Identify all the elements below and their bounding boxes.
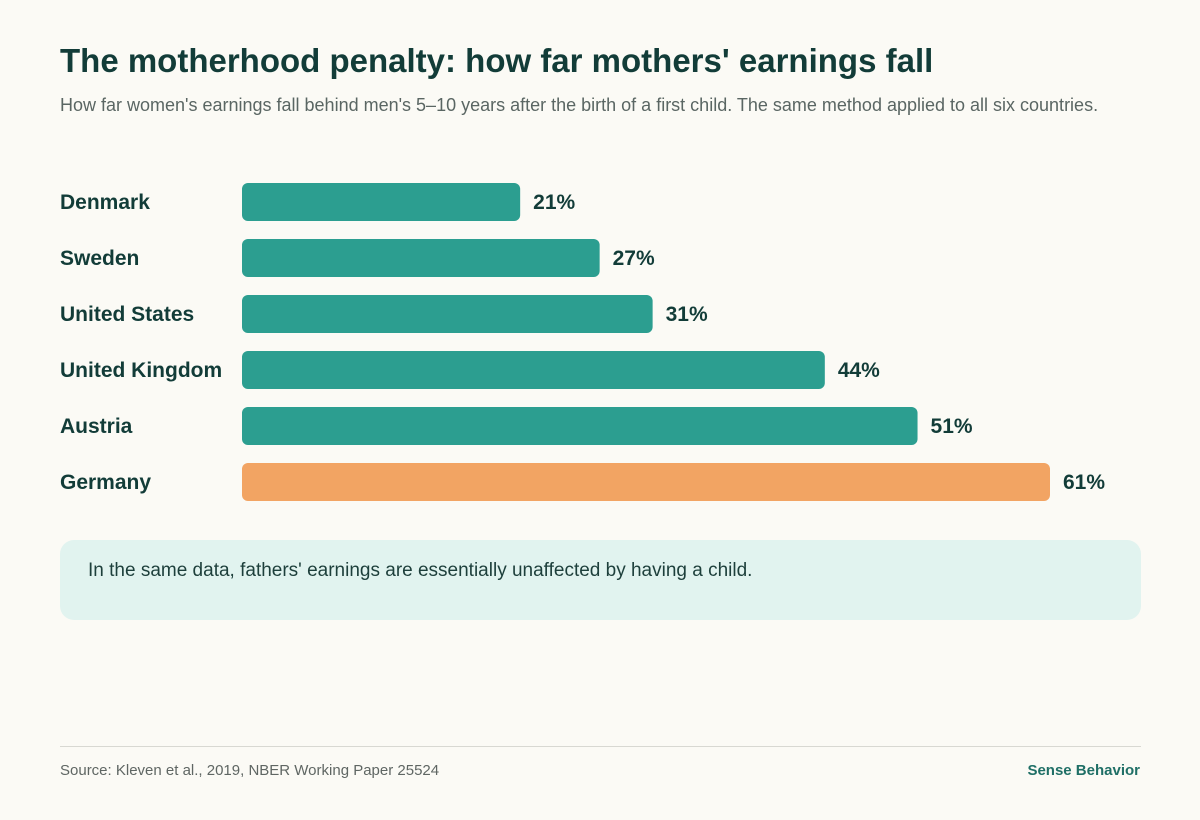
bar-germany	[242, 463, 1050, 501]
bar-austria	[242, 407, 918, 445]
category-label-united-states: United States	[60, 303, 194, 326]
category-label-germany: Germany	[60, 471, 151, 494]
callout-box: In the same data, fathers' earnings are …	[60, 540, 1141, 620]
value-label-sweden: 27%	[613, 247, 655, 270]
chart-subtitle: How far women's earnings fall behind men…	[60, 95, 1099, 115]
value-label-austria: 51%	[931, 415, 973, 438]
bar-sweden	[242, 239, 600, 277]
bar-united-kingdom	[242, 351, 825, 389]
category-label-sweden: Sweden	[60, 247, 139, 270]
source-note: Source: Kleven et al., 2019, NBER Workin…	[60, 762, 440, 779]
bar-denmark	[242, 183, 521, 221]
value-label-united-states: 31%	[666, 303, 708, 326]
category-label-united-kingdom: United Kingdom	[60, 359, 222, 382]
bar-chart: Denmark 21% Sweden 27% United States 31% Unite…	[60, 183, 1105, 501]
bar-united-states	[242, 295, 653, 333]
category-label-denmark: Denmark	[60, 191, 150, 214]
value-label-germany: 61%	[1063, 471, 1105, 494]
chart-title: The motherhood penalty: how far mothers'…	[60, 42, 934, 79]
callout-text: In the same data, fathers' earnings are …	[88, 560, 753, 581]
category-label-austria: Austria	[60, 415, 133, 438]
value-label-denmark: 21%	[533, 191, 575, 214]
brand-label: Sense Behavior	[1027, 762, 1140, 779]
footer-divider	[60, 746, 1141, 747]
value-label-united-kingdom: 44%	[838, 359, 880, 382]
